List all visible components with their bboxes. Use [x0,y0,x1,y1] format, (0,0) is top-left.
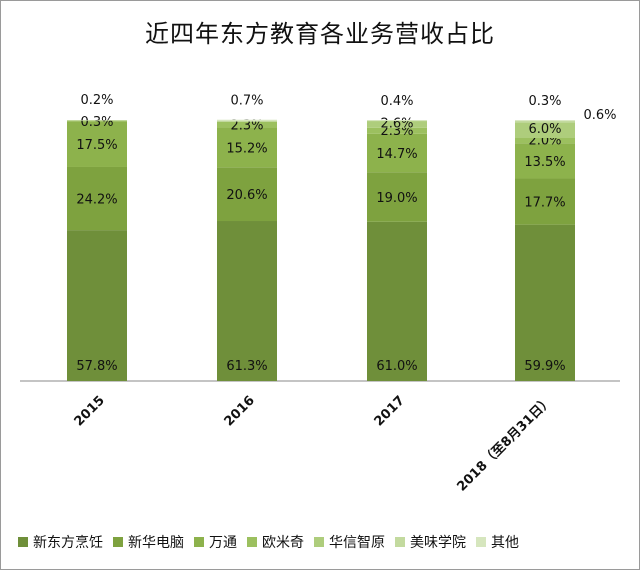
x-tick-label: 2016 [222,393,258,429]
legend-swatch [395,537,405,547]
data-label: 2.3% [230,119,263,134]
data-label: 20.6% [226,188,267,203]
legend-swatch [314,537,324,547]
data-label: 14.7% [376,147,417,162]
data-label: 2.6% [380,116,413,131]
legend-item: 新华电脑 [113,532,184,552]
legend-swatch [476,537,486,547]
bar-segment [515,143,575,179]
data-label: 15.2% [226,141,267,156]
legend-label: 美味学院 [410,535,466,551]
legend-label: 华信智原 [329,535,385,551]
legend-swatch [113,537,123,547]
bar-segment [217,119,277,122]
bar-segment [367,172,427,222]
bar-segment [367,127,427,134]
bar-segment [515,224,575,381]
bar-segment [217,127,277,168]
x-tick-label: 2015 [72,393,108,429]
data-label: 0.6% [583,108,616,123]
legend-label: 欧米奇 [262,535,304,551]
data-label: 19.0% [376,191,417,206]
bar-segment [367,221,427,381]
chart-title: 近四年东方教育各业务营收占比 [145,20,495,48]
legend-item: 万通 [194,532,237,552]
data-label: 0.3% [80,115,113,130]
legend-label: 新东方烹饪 [33,535,103,551]
legend-item: 新东方烹饪 [18,532,103,552]
data-label: 0.4% [380,94,413,109]
legend-swatch [247,537,257,547]
bar-segment [67,230,127,381]
bar-segment [67,120,127,121]
bar-segment [217,221,277,381]
bar-segment [515,120,575,123]
data-label: 13.5% [524,155,565,170]
data-label: 24.2% [76,193,117,208]
bar-segment [367,120,427,122]
legend: 新东方烹饪 新华电脑 万通 欧米奇 华信智原 美味学院 其他 [18,532,628,552]
data-label: 61.3% [226,359,267,374]
x-tick-label: 2018（至8月31日） [454,393,556,495]
chart-plot: 57.8% 24.2% 17.5% 0.3% 0.2% 2015 61.3% 20.6% 15.… [20,93,620,495]
legend-swatch [194,537,204,547]
bar-segment [217,121,277,128]
x-tick-label: 2017 [372,393,408,429]
bar-segment [515,178,575,225]
legend-item: 美味学院 [395,532,466,552]
bar-segment [367,121,427,128]
bar-segment [217,167,277,222]
data-label: 57.8% [76,359,117,374]
bar-segment [515,120,575,121]
legend-swatch [18,537,28,547]
legend-label: 万通 [209,535,237,551]
bar-segment [67,166,127,231]
data-label: 61.0% [376,359,417,374]
bar-segment [67,121,127,167]
legend-item: 华信智原 [314,532,385,552]
data-label: 0.7% [230,94,263,109]
legend-label: 其他 [491,535,519,551]
data-label: 0.2% [80,93,113,108]
legend-item: 其他 [476,532,519,552]
legend-item: 欧米奇 [247,532,304,552]
bar-segment [67,120,127,122]
data-label: 0.3% [528,94,561,109]
bar-segment [515,122,575,139]
data-label: 17.5% [76,138,117,153]
bar-segment [515,138,575,144]
legend-label: 新华电脑 [128,535,184,551]
bar-segment [367,133,427,173]
data-label: 6.0% [528,122,561,137]
data-label: 17.7% [524,196,565,211]
data-label: 59.9% [524,359,565,374]
